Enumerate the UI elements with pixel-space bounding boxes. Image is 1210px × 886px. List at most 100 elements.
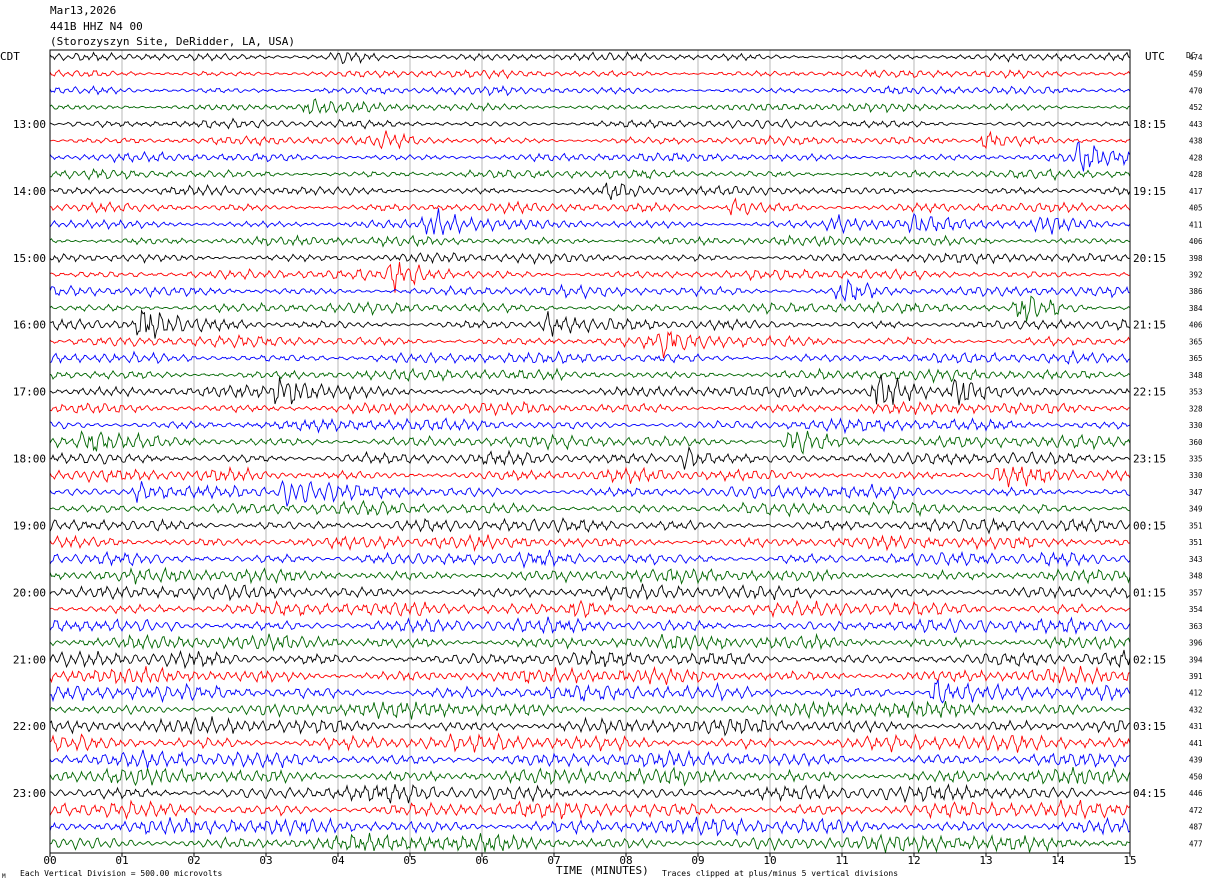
trace-line [49, 278, 1131, 303]
cdt-hour-label: 14:00 [13, 185, 46, 198]
trace-line [49, 141, 1131, 172]
cdt-hour-label: 21:00 [13, 653, 46, 666]
trace-line [49, 208, 1131, 235]
dc-value-label: 477 [1189, 839, 1203, 848]
dc-value-label: 428 [1189, 153, 1203, 162]
dc-value-label: 446 [1189, 789, 1203, 798]
dc-value-label: 411 [1189, 220, 1203, 229]
plot-date: Mar13,2026 [50, 4, 117, 17]
trace-line [49, 98, 1131, 115]
x-axis-label: TIME (MINUTES) [556, 864, 649, 877]
x-tick-label: 07 [547, 854, 560, 867]
x-tick-label: 10 [763, 854, 776, 867]
dc-value-label: 439 [1189, 756, 1203, 765]
dc-value-label: 330 [1189, 421, 1203, 430]
trace-line [49, 679, 1131, 704]
trace-line [49, 417, 1131, 435]
corner-mark: M [2, 873, 6, 880]
dc-value-label: 351 [1189, 538, 1203, 547]
trace-line [49, 583, 1131, 602]
trace-line [49, 466, 1131, 488]
dc-value-label: 405 [1189, 204, 1203, 213]
dc-value-label: 365 [1189, 337, 1203, 346]
trace-line [49, 783, 1131, 804]
dc-value-label: 328 [1189, 404, 1203, 413]
x-tick-label: 01 [115, 854, 128, 867]
dc-value-label: 391 [1189, 672, 1203, 681]
trace-line [49, 400, 1131, 417]
x-tick-label: 04 [331, 854, 345, 867]
x-tick-label: 02 [187, 854, 200, 867]
dc-value-label: 335 [1189, 455, 1203, 464]
cdt-hour-label: 16:00 [13, 319, 46, 332]
dc-value-label: 487 [1189, 823, 1203, 832]
trace-line [49, 51, 1131, 65]
dc-value-label: 441 [1189, 739, 1203, 748]
trace-line [49, 700, 1131, 720]
utc-hour-label: 18:15 [1133, 118, 1166, 131]
cdt-hour-label: 13:00 [13, 118, 46, 131]
trace-line [49, 197, 1131, 216]
cdt-hour-label: 20:00 [13, 586, 46, 599]
trace-line [49, 479, 1131, 507]
trace-line [49, 295, 1131, 322]
dc-value-label: 472 [1189, 806, 1203, 815]
trace-line [49, 566, 1131, 585]
dc-value-label: 406 [1189, 321, 1203, 330]
dc-value-label: 348 [1189, 371, 1203, 380]
trace-line [49, 234, 1131, 248]
dc-value-label: 443 [1189, 120, 1203, 129]
utc-hour-label: 21:15 [1133, 319, 1166, 332]
dc-value-label: 386 [1189, 287, 1203, 296]
dc-value-label: 349 [1189, 505, 1203, 514]
dc-value-label: 428 [1189, 170, 1203, 179]
dc-value-label: 347 [1189, 488, 1203, 497]
x-tick-label: 13 [979, 854, 992, 867]
x-tick-label: 14 [1051, 854, 1065, 867]
clip-note: Traces clipped at plus/minus 5 vertical … [662, 869, 898, 878]
trace-line [49, 766, 1131, 787]
dc-value-label: 384 [1189, 304, 1203, 313]
dc-value-label: 406 [1189, 237, 1203, 246]
trace-line [49, 117, 1131, 130]
dc-value-label: 363 [1189, 622, 1203, 631]
x-tick-label: 08 [619, 854, 632, 867]
trace-line [49, 85, 1131, 97]
cdt-hour-label: 15:00 [13, 252, 46, 265]
cdt-hour-label: 23:00 [13, 787, 46, 800]
dc-value-label: 417 [1189, 187, 1203, 196]
dc-value-label: 353 [1189, 388, 1203, 397]
trace-line [49, 252, 1131, 265]
dc-value-label: 452 [1189, 103, 1203, 112]
cdt-zone-label: CDT [0, 50, 20, 63]
trace-line [49, 367, 1131, 384]
dc-value-label: 431 [1189, 722, 1203, 731]
trace-line [49, 430, 1131, 455]
trace-line [49, 167, 1131, 182]
time-grid [121, 50, 1059, 853]
x-tick-label: 09 [691, 854, 704, 867]
trace-line [49, 716, 1131, 737]
trace-line [49, 533, 1131, 553]
utc-hour-label: 03:15 [1133, 720, 1166, 733]
trace-line [49, 308, 1131, 339]
dc-value-label: 432 [1189, 705, 1203, 714]
trace-line [49, 261, 1131, 293]
dc-value-label: 357 [1189, 588, 1203, 597]
x-tick-label: 05 [403, 854, 416, 867]
trace-line [49, 330, 1131, 359]
utc-hour-label: 22:15 [1133, 386, 1166, 399]
dc-value-label: 474 [1189, 53, 1203, 62]
trace-line [49, 517, 1131, 535]
x-tick-label: 03 [259, 854, 272, 867]
dc-value-label: 343 [1189, 555, 1203, 564]
station-code: 441B HHZ N4 00 [50, 20, 143, 33]
dc-value-label: 438 [1189, 137, 1203, 146]
cdt-hour-label: 19:00 [13, 519, 46, 532]
dc-value-label: 348 [1189, 572, 1203, 581]
dc-value-label: 470 [1189, 86, 1203, 95]
cdt-hour-label: 17:00 [13, 386, 46, 399]
dc-value-label: 459 [1189, 70, 1203, 79]
dc-value-label: 398 [1189, 254, 1203, 263]
